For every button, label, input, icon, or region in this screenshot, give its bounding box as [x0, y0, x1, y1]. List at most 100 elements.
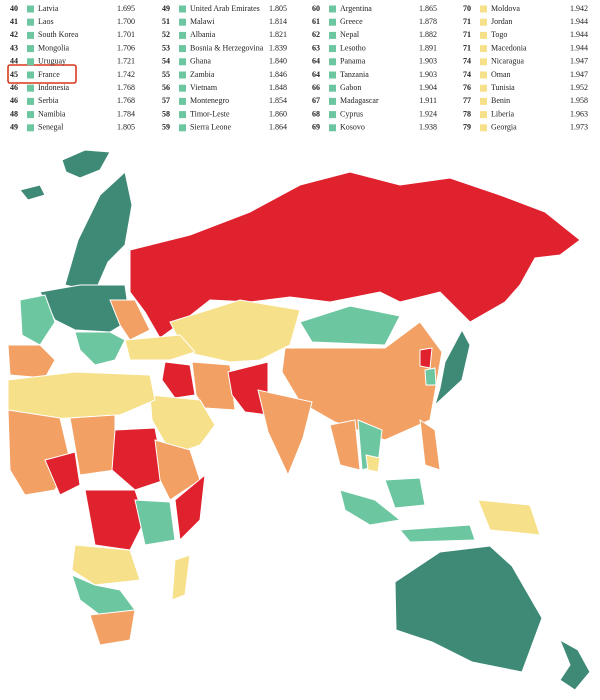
region: [299, 305, 401, 346]
region: [257, 389, 313, 477]
rank: 76: [463, 83, 471, 92]
region: [171, 554, 191, 601]
color-swatch: [329, 5, 336, 13]
color-swatch: [179, 31, 186, 39]
rank: 71: [463, 30, 471, 39]
color-swatch: [179, 84, 186, 92]
rank: 66: [312, 83, 320, 92]
color-swatch: [329, 124, 336, 132]
region: [339, 489, 402, 526]
score: 1.891: [419, 43, 437, 52]
rank: 77: [463, 96, 471, 105]
rank: 68: [312, 109, 320, 118]
region: [84, 489, 146, 551]
country-name: United Arab Emirates: [190, 4, 260, 13]
color-swatch: [27, 58, 34, 66]
rank: 51: [162, 17, 170, 26]
color-swatch: [179, 58, 186, 66]
color-swatch: [480, 84, 487, 92]
country-name: Malawi: [190, 17, 215, 26]
region: [7, 371, 156, 421]
country-name: Mongolia: [38, 43, 70, 52]
country-name: Sierra Leone: [190, 123, 232, 132]
color-swatch: [27, 18, 34, 26]
score: 1.814: [269, 17, 287, 26]
country-name: Kosovo: [340, 123, 365, 132]
region: [329, 419, 361, 471]
country-name: Senegal: [38, 123, 64, 132]
score: 1.878: [419, 17, 437, 26]
rank: 43: [10, 43, 18, 52]
rank: 74: [463, 70, 471, 79]
score: 1.958: [570, 96, 588, 105]
country-name: Albania: [190, 30, 216, 39]
rank: 78: [463, 109, 471, 118]
country-name: France: [38, 70, 60, 79]
score: 1.952: [570, 83, 588, 92]
color-swatch: [329, 84, 336, 92]
region: [149, 394, 216, 456]
score: 1.706: [117, 43, 135, 52]
color-swatch: [27, 111, 34, 119]
country-name: Nicaragua: [491, 57, 524, 66]
region: [61, 149, 111, 179]
score: 1.947: [570, 70, 588, 79]
score: 1.846: [269, 70, 287, 79]
country-name: Togo: [491, 30, 507, 39]
color-swatch: [27, 97, 34, 105]
color-swatch: [480, 18, 487, 26]
country-name: Timor-Leste: [190, 109, 230, 118]
region: [169, 299, 301, 363]
region: [74, 331, 126, 366]
score: 1.903: [419, 57, 437, 66]
region: [191, 361, 236, 411]
country-name: Montenegro: [190, 96, 229, 105]
country-name: Namibia: [38, 109, 66, 118]
country-name: Tunisia: [491, 83, 515, 92]
rank: 79: [463, 123, 471, 132]
rank: 59: [162, 123, 170, 132]
region: [559, 638, 591, 691]
rank: 70: [463, 4, 471, 13]
score: 1.903: [419, 70, 437, 79]
color-swatch: [329, 111, 336, 119]
region: [129, 171, 581, 339]
score: 1.924: [419, 109, 437, 118]
rank: 44: [10, 57, 18, 66]
rank: 71: [463, 17, 471, 26]
score: 1.938: [419, 123, 437, 132]
score: 1.904: [419, 83, 437, 92]
region: [419, 347, 433, 369]
country-name: Indonesia: [38, 83, 70, 92]
country-name: Latvia: [38, 4, 59, 13]
country-name: Laos: [38, 17, 54, 26]
country-name: Uruguay: [38, 57, 66, 66]
region: [281, 321, 443, 441]
score: 1.848: [269, 83, 287, 92]
rank: 64: [312, 70, 320, 79]
score: 1.805: [117, 123, 135, 132]
color-swatch: [179, 97, 186, 105]
color-swatch: [179, 124, 186, 132]
rank: 45: [10, 70, 18, 79]
country-name: South Korea: [38, 30, 79, 39]
score: 1.768: [117, 96, 135, 105]
score: 1.882: [419, 30, 437, 39]
country-name: Bosnia & Herzegovina: [190, 43, 264, 52]
color-swatch: [179, 111, 186, 119]
color-swatch: [329, 45, 336, 53]
country-name: Nepal: [340, 30, 360, 39]
map: [7, 149, 591, 691]
region: [19, 184, 46, 201]
country-name: Gabon: [340, 83, 361, 92]
score: 1.784: [117, 109, 135, 118]
country-name: Madagascar: [340, 96, 379, 105]
score: 1.821: [269, 30, 287, 39]
rank: 54: [162, 57, 170, 66]
score: 1.840: [269, 57, 287, 66]
score: 1.721: [117, 57, 135, 66]
color-swatch: [480, 97, 487, 105]
region: [39, 284, 131, 333]
color-swatch: [27, 45, 34, 53]
